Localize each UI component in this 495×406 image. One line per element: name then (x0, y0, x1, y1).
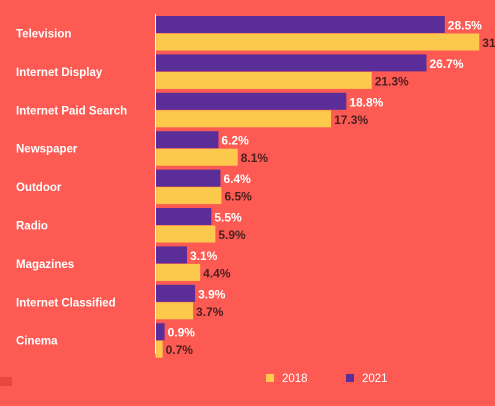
bar-internet-display-2018 (155, 71, 372, 89)
value-labels: 28.5%31.9% 26.7% 21.3% 18.8% 17.3% 6.2% 8.1% 6.… (166, 19, 495, 358)
category-label-internet-classified: Internet Classified (16, 297, 116, 309)
category-label-internet-paid-search: Internet Paid Search (16, 105, 127, 117)
value-label-television-2018: 31.9% (482, 36, 495, 50)
category-labels: Television Internet Display Internet Paid … (16, 29, 127, 348)
bar-radio-2018 (155, 225, 216, 243)
bar-newspaper-2021 (155, 131, 219, 149)
legend-swatch-2021 (346, 374, 354, 382)
value-label-newspaper-2021: 6.2% (221, 134, 249, 148)
bar-outdoor-2018 (155, 187, 222, 205)
category-label-newspaper: Newspaper (16, 144, 78, 156)
legend-swatch-2018 (266, 374, 274, 382)
value-label-internet-paid-search-2021: 18.8% (349, 95, 383, 109)
value-label-outdoor-2018: 6.5% (224, 190, 252, 204)
value-label-magazines-2018: 4.4% (203, 266, 231, 280)
value-label-outdoor-2021: 6.4% (223, 172, 251, 186)
bar-internet-paid-search-2021 (155, 92, 347, 110)
bar-magazines-2018 (155, 263, 201, 281)
category-label-radio: Radio (16, 221, 48, 233)
bar-internet-classified-2018 (155, 302, 194, 320)
value-label-cinema-2021: 0.9% (168, 326, 196, 340)
bar-magazines-2021 (155, 246, 187, 264)
bar-internet-classified-2021 (155, 284, 196, 302)
value-label-radio-2018: 5.9% (218, 228, 246, 242)
bar-television-2021 (155, 16, 445, 33)
corner-mark (0, 377, 12, 386)
bar-television-2018 (155, 33, 480, 51)
value-label-television-2021: 28.5% (448, 19, 482, 33)
bar-outdoor-2021 (155, 169, 221, 187)
legend: 2018 2021 (266, 373, 388, 385)
category-label-television: Television (16, 29, 71, 41)
value-label-cinema-2018: 0.7% (166, 343, 194, 357)
legend-label-2021: 2021 (362, 373, 388, 385)
value-label-newspaper-2018: 8.1% (241, 151, 269, 165)
bars (155, 16, 480, 358)
value-label-internet-display-2021: 26.7% (430, 57, 464, 71)
bar-internet-display-2021 (155, 54, 427, 72)
bar-internet-paid-search-2018 (155, 110, 332, 128)
value-label-internet-classified-2021: 3.9% (198, 287, 226, 301)
category-label-internet-display: Internet Display (16, 67, 103, 79)
value-label-internet-display-2018: 21.3% (375, 74, 409, 88)
bar-cinema-2018 (155, 340, 163, 358)
category-label-outdoor: Outdoor (16, 182, 62, 194)
value-label-internet-classified-2018: 3.7% (196, 305, 224, 319)
value-label-internet-paid-search-2018: 17.3% (334, 113, 368, 127)
category-label-cinema: Cinema (16, 336, 58, 348)
value-label-radio-2021: 5.5% (214, 211, 242, 225)
category-label-magazines: Magazines (16, 259, 74, 271)
bar-newspaper-2018 (155, 148, 238, 166)
bar-cinema-2021 (155, 323, 165, 341)
value-label-magazines-2021: 3.1% (190, 249, 218, 263)
legend-label-2018: 2018 (282, 373, 308, 385)
bar-radio-2021 (155, 208, 212, 225)
